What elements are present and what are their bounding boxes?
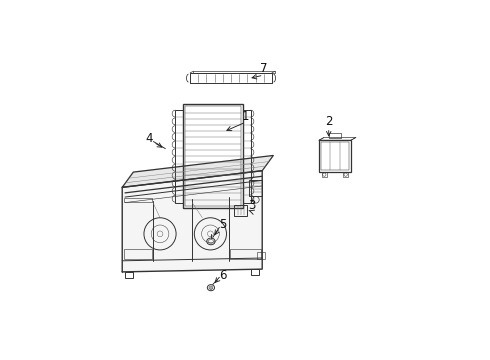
Bar: [321, 143, 349, 170]
Text: 5: 5: [219, 218, 226, 231]
Bar: [322, 172, 327, 177]
Bar: [235, 205, 247, 216]
Bar: [251, 269, 259, 275]
Text: 6: 6: [219, 269, 226, 282]
Text: 4: 4: [146, 132, 153, 145]
Text: 2: 2: [325, 115, 333, 128]
Text: 3: 3: [248, 199, 255, 212]
Bar: [125, 272, 133, 278]
Text: 1: 1: [242, 109, 249, 123]
Bar: [319, 140, 351, 172]
Bar: [257, 252, 265, 260]
Polygon shape: [122, 171, 262, 272]
Bar: [175, 110, 183, 203]
Bar: [230, 249, 261, 260]
Bar: [343, 172, 348, 177]
Bar: [183, 104, 243, 208]
Bar: [249, 180, 263, 195]
Bar: [329, 133, 342, 138]
Text: 7: 7: [260, 63, 268, 76]
Bar: [123, 249, 151, 260]
Bar: [185, 107, 241, 206]
Polygon shape: [122, 156, 273, 187]
Bar: [123, 198, 151, 202]
Bar: [243, 110, 250, 203]
